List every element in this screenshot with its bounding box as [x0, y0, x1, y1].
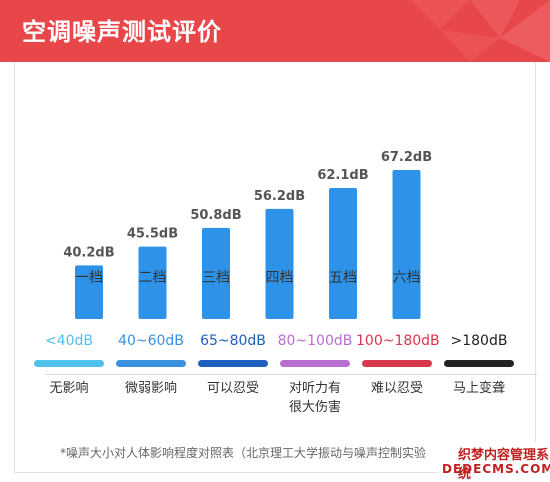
watermark: 织梦内容管理系统 DEDECMS.COM — [438, 442, 550, 482]
noise-level-legend: <40dB 无影响 40~60dB 微弱影响 65~80dB 可以忍受 80~1… — [28, 328, 524, 428]
bar-value-label: 40.2dB — [63, 245, 114, 260]
legend-color-bar — [116, 360, 186, 367]
legend-effect: 马上变聋 — [452, 381, 505, 396]
legend-color-bar — [34, 360, 104, 367]
bar-3 — [202, 227, 230, 319]
legend-item: <40dB 无影响 — [28, 328, 110, 398]
legend-range: 100~180dB — [356, 333, 440, 349]
legend-effect: 难以忍受 — [370, 381, 423, 396]
legend-range: >180dB — [450, 333, 508, 349]
x-tick-label: 一档 — [75, 270, 103, 286]
bar-5 — [329, 188, 357, 319]
x-tick-label: 四档 — [266, 270, 294, 286]
watermark-line-2: DEDECMS.COM — [442, 462, 550, 476]
x-tick-label: 三档 — [202, 270, 230, 286]
legend-range: 80~100dB — [277, 333, 353, 349]
x-tick-label: 六档 — [393, 270, 421, 286]
bar-6 — [392, 170, 421, 319]
footnote: *噪声大小对人体影响程度对照表（北京理工大学振动与噪声控制实验 — [60, 446, 427, 460]
bar-value-label: 45.5dB — [127, 227, 178, 242]
content-frame: 40.2dB 一档 45.5dB 二档 50.8dB 三档 56.2dB 四档 62.1dB 五档… — [14, 62, 537, 473]
bar-2 — [138, 246, 167, 319]
legend-color-bar — [280, 360, 350, 367]
x-tick-label: 五档 — [329, 270, 357, 286]
bar-4 — [265, 208, 294, 319]
legend-range: 65~80dB — [200, 333, 266, 349]
legend-color-bar — [362, 360, 432, 367]
page-title: 空调噪声测试评价 — [22, 18, 222, 46]
legend-effect: 微弱影响 — [124, 381, 177, 396]
legend-color-bar — [198, 360, 268, 367]
legend-effect: 对听力有 很大伤害 — [288, 381, 341, 415]
section-divider — [45, 374, 537, 375]
legend-item: 65~80dB 可以忍受 — [192, 328, 274, 398]
header-triangle-pattern — [410, 0, 550, 62]
legend-item: 40~60dB 微弱影响 — [110, 328, 192, 398]
watermark-line-1: 织梦内容管理系统 — [458, 448, 550, 482]
bar-value-label: 62.1dB — [317, 168, 368, 183]
header-banner: 空调噪声测试评价 — [0, 0, 550, 62]
legend-color-bar — [444, 360, 514, 367]
legend-effect: 可以忍受 — [206, 381, 259, 396]
bar-1 — [75, 265, 103, 319]
legend-range: <40dB — [44, 333, 94, 349]
legend-item: 100~180dB 难以忍受 — [356, 328, 440, 398]
legend-item: 80~100dB 对听力有 很大伤害 — [274, 328, 356, 417]
legend-item: >180dB 马上变聋 — [438, 328, 520, 398]
legend-range: 40~60dB — [118, 333, 184, 349]
bar-value-label: 56.2dB — [254, 189, 305, 204]
bar-value-label: 67.2dB — [381, 150, 432, 165]
x-tick-label: 二档 — [139, 270, 167, 286]
bar-value-label: 50.8dB — [190, 208, 241, 223]
noise-bar-chart: 40.2dB 一档 45.5dB 二档 50.8dB 三档 56.2dB 四档 62.1dB 五档… — [63, 150, 432, 319]
legend-effect: 无影响 — [49, 381, 89, 396]
